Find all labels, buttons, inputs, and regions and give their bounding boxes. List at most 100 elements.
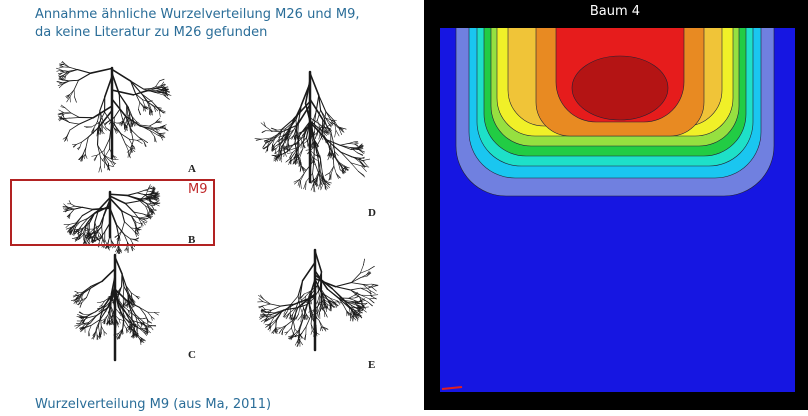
root bbox=[134, 313, 144, 322]
root bbox=[324, 119, 328, 128]
root bbox=[267, 139, 274, 147]
root bbox=[87, 212, 96, 223]
root bbox=[157, 134, 164, 139]
root bbox=[297, 135, 301, 139]
root bbox=[83, 239, 86, 244]
root bbox=[149, 122, 156, 127]
root bbox=[130, 215, 141, 219]
root bbox=[158, 110, 161, 117]
root bbox=[97, 110, 101, 122]
root bbox=[294, 142, 297, 154]
root bbox=[100, 316, 102, 327]
root bbox=[148, 102, 155, 108]
root bbox=[334, 151, 339, 156]
root bbox=[333, 143, 335, 153]
root bbox=[112, 307, 116, 315]
root bbox=[163, 89, 170, 92]
root bbox=[139, 216, 147, 219]
root bbox=[106, 120, 111, 124]
root bbox=[269, 136, 276, 142]
root bbox=[82, 318, 86, 323]
root bbox=[334, 151, 337, 159]
root bbox=[285, 331, 289, 336]
root bbox=[131, 246, 133, 252]
root bbox=[310, 330, 313, 335]
root bbox=[304, 159, 315, 173]
root bbox=[151, 316, 155, 320]
root bbox=[354, 142, 359, 145]
root bbox=[111, 299, 116, 304]
root bbox=[134, 333, 140, 339]
root bbox=[288, 143, 291, 152]
root bbox=[128, 138, 138, 141]
root bbox=[74, 223, 78, 231]
root bbox=[92, 105, 113, 119]
root bbox=[283, 143, 285, 152]
root bbox=[301, 140, 306, 148]
root bbox=[131, 144, 135, 148]
root bbox=[130, 80, 145, 90]
root bbox=[350, 147, 358, 153]
root bbox=[335, 173, 341, 179]
root bbox=[96, 127, 99, 146]
root bbox=[346, 310, 349, 316]
root bbox=[75, 215, 83, 224]
root bbox=[360, 264, 364, 274]
root bbox=[96, 236, 100, 242]
root bbox=[304, 333, 307, 340]
root bbox=[125, 114, 129, 122]
root bbox=[131, 302, 133, 308]
root bbox=[69, 208, 75, 215]
root bbox=[80, 227, 85, 233]
root bbox=[97, 235, 99, 239]
root bbox=[69, 222, 77, 225]
root-illustration bbox=[56, 60, 379, 362]
root bbox=[154, 119, 159, 124]
root bbox=[338, 128, 343, 136]
root bbox=[83, 221, 89, 229]
root bbox=[132, 320, 142, 324]
root bbox=[278, 128, 283, 140]
root bbox=[70, 112, 80, 118]
root bbox=[269, 319, 277, 325]
root bbox=[132, 323, 137, 327]
root bbox=[294, 124, 298, 144]
root bbox=[112, 154, 116, 160]
root bbox=[116, 321, 119, 328]
root bbox=[138, 217, 145, 220]
root bbox=[348, 298, 355, 301]
root bbox=[266, 144, 269, 151]
root bbox=[100, 300, 105, 303]
root bbox=[101, 239, 103, 244]
root bbox=[280, 303, 296, 307]
root bbox=[61, 69, 69, 72]
root bbox=[102, 238, 105, 243]
root bbox=[72, 222, 77, 230]
root bbox=[309, 299, 311, 305]
root bbox=[147, 191, 153, 198]
root bbox=[338, 162, 341, 171]
root bbox=[131, 122, 134, 127]
root bbox=[148, 215, 153, 217]
root bbox=[71, 223, 78, 230]
root bbox=[286, 143, 289, 152]
root bbox=[284, 312, 290, 318]
root bbox=[134, 239, 139, 242]
root bbox=[333, 120, 337, 131]
root bbox=[319, 169, 323, 179]
root bbox=[265, 126, 273, 132]
root bbox=[149, 130, 159, 136]
root bbox=[143, 139, 148, 143]
root bbox=[258, 305, 265, 308]
root bbox=[68, 200, 72, 205]
root bbox=[110, 232, 112, 241]
root bbox=[129, 148, 132, 155]
root bbox=[149, 325, 154, 331]
root bbox=[362, 158, 371, 161]
root bbox=[108, 232, 111, 242]
root bbox=[314, 250, 323, 273]
root bbox=[266, 314, 268, 320]
root bbox=[275, 326, 279, 333]
root bbox=[71, 237, 78, 240]
root bbox=[330, 153, 333, 160]
